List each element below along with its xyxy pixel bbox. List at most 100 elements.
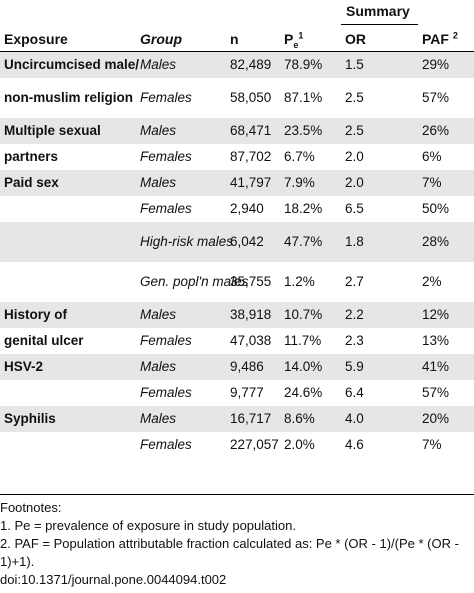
cell-group: Females	[140, 333, 192, 348]
cell-pe: 47.7%	[284, 234, 323, 249]
cell-n: 2,940	[230, 201, 264, 216]
cell-or: 4.6	[345, 437, 364, 452]
cell-pe: 24.6%	[284, 385, 323, 400]
cell-paf: 12%	[422, 307, 450, 322]
header-paf-sup: 2	[452, 29, 458, 40]
header-pe: Pe1	[280, 26, 341, 52]
cell-paf: 29%	[422, 57, 450, 72]
cell-group: Males	[140, 123, 177, 138]
cell-or: 2.5	[345, 90, 364, 105]
header-pe-main: P	[284, 30, 294, 47]
cell-or: 2.5	[345, 123, 364, 138]
cell-pe: 7.9%	[284, 175, 315, 190]
cell-paf: 20%	[422, 411, 450, 426]
cell-group: Females	[140, 201, 192, 216]
cell-group: Males	[140, 57, 177, 72]
cell-group: Females	[140, 149, 192, 164]
table-row: genital ulcer Females 47,038 11.7% 2.3 1…	[0, 328, 474, 354]
header-pe-sup: 1	[298, 29, 304, 40]
cell-n: 16,717	[230, 411, 272, 426]
cell-exposure	[0, 380, 136, 406]
cell-or: 6.4	[345, 385, 364, 400]
cell-exposure: non-muslim religion	[4, 90, 134, 105]
cell-or: 6.5	[345, 201, 364, 216]
cell-group: Females	[140, 385, 192, 400]
cell-group: Gen. popl'n males	[140, 274, 249, 289]
cell-pe: 2.0%	[284, 437, 315, 452]
cell-pe: 23.5%	[284, 123, 323, 138]
table-row: Uncircumcised male/ Males 82,489 78.9% 1…	[0, 51, 474, 78]
header-row: Exposure Group n Pe1 OR PAF 2	[0, 26, 474, 52]
table-row: History of Males 38,918 10.7% 2.2 12%	[0, 302, 474, 328]
cell-or: 2.3	[345, 333, 364, 348]
cell-group: Males	[140, 307, 177, 322]
summary-rule	[341, 24, 418, 25]
header-paf-main: PAF	[422, 30, 449, 47]
cell-exposure: HSV-2	[4, 359, 44, 374]
table-bottom-rule	[0, 494, 474, 495]
header-paf: PAF 2	[418, 26, 474, 52]
cell-or: 2.0	[345, 149, 364, 164]
cell-n: 82,489	[230, 57, 272, 72]
header-exposure: Exposure	[4, 30, 68, 47]
cell-paf: 13%	[422, 333, 450, 348]
cell-or: 2.0	[345, 175, 364, 190]
cell-n: 38,918	[230, 307, 272, 322]
cell-pe: 78.9%	[284, 57, 323, 72]
cell-or: 5.9	[345, 359, 364, 374]
cell-paf: 50%	[422, 201, 450, 216]
cell-exposure: Multiple sexual	[4, 123, 101, 138]
cell-paf: 7%	[422, 437, 442, 452]
cell-n: 87,702	[230, 149, 272, 164]
cell-group: Females	[140, 437, 192, 452]
cell-pe: 6.7%	[284, 149, 315, 164]
footnotes-title: Footnotes:	[0, 500, 62, 515]
cell-group: Females	[140, 90, 192, 105]
cell-pe: 87.1%	[284, 90, 323, 105]
cell-pe: 14.0%	[284, 359, 323, 374]
cell-n: 47,038	[230, 333, 272, 348]
table-row: High-risk males 6,042 47.7% 1.8 28%	[0, 222, 474, 262]
table-row: Multiple sexual Males 68,471 23.5% 2.5 2…	[0, 118, 474, 144]
table-row: Paid sex Males 41,797 7.9% 2.0 7%	[0, 170, 474, 196]
cell-paf: 7%	[422, 175, 442, 190]
table-row: Females 9,777 24.6% 6.4 57%	[0, 380, 474, 406]
cell-n: 227,057	[230, 437, 279, 452]
cell-exposure: Syphilis	[4, 411, 56, 426]
cell-exposure: History of	[4, 307, 68, 322]
table-row: Females 2,940 18.2% 6.5 50%	[0, 196, 474, 222]
cell-paf: 6%	[422, 149, 442, 164]
cell-exposure: genital ulcer	[4, 333, 84, 348]
table-row: non-muslim religion Females 58,050 87.1%…	[0, 78, 474, 118]
cell-or: 4.0	[345, 411, 364, 426]
cell-or: 2.2	[345, 307, 364, 322]
header-n: n	[230, 30, 239, 47]
header-group: Group	[140, 30, 182, 47]
cell-n: 6,042	[230, 234, 264, 249]
cell-group: Males	[140, 359, 177, 374]
summary-label: Summary	[346, 3, 410, 19]
cell-or: 1.8	[345, 234, 364, 249]
cell-group: Males	[140, 175, 177, 190]
cell-exposure	[0, 222, 136, 262]
cell-pe: 8.6%	[284, 411, 315, 426]
cell-pe: 10.7%	[284, 307, 323, 322]
table-row: HSV-2 Males 9,486 14.0% 5.9 41%	[0, 354, 474, 380]
cell-paf: 41%	[422, 359, 450, 374]
cell-exposure	[0, 196, 136, 222]
cell-or: 1.5	[345, 57, 364, 72]
header-or: OR	[345, 30, 366, 47]
cell-pe: 11.7%	[284, 333, 322, 348]
cell-paf: 26%	[422, 123, 450, 138]
cell-group: High-risk males	[140, 234, 234, 249]
cell-or: 2.7	[345, 274, 364, 289]
cell-paf: 28%	[422, 234, 450, 249]
cell-exposure: Paid sex	[4, 175, 59, 190]
cell-paf: 57%	[422, 90, 450, 105]
doi-link[interactable]: doi:10.1371/journal.pone.0044094.t002	[0, 572, 227, 587]
cell-exposure: partners	[4, 149, 59, 164]
cell-paf: 2%	[422, 274, 442, 289]
cell-group: Males	[140, 411, 177, 426]
table-row: partners Females 87,702 6.7% 2.0 6%	[0, 144, 474, 170]
cell-n: 68,471	[230, 123, 272, 138]
